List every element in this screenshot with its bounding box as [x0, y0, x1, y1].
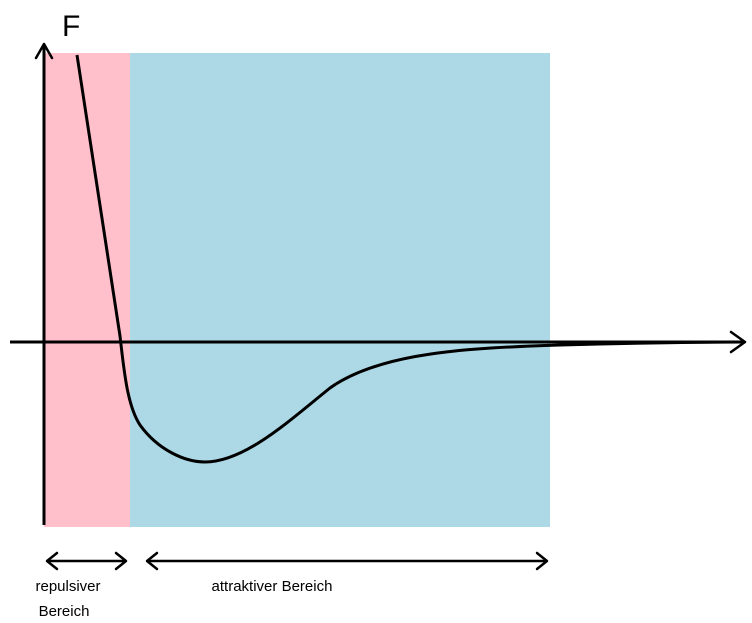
attractive-region [130, 53, 550, 527]
y-axis [34, 42, 54, 525]
repulsive-label-line2: Bereich [39, 603, 90, 620]
y-axis-arrowhead [34, 42, 54, 60]
repulsive-range-arrow [45, 551, 128, 571]
force-curve [75, 54, 746, 464]
attractive-label: attraktiver Bereich [212, 578, 333, 595]
attractive-range-arrow [145, 551, 549, 571]
repulsive-label-line1: repulsiver [35, 578, 100, 595]
repulsive-region [44, 53, 130, 527]
y-axis-label: F [62, 10, 80, 43]
